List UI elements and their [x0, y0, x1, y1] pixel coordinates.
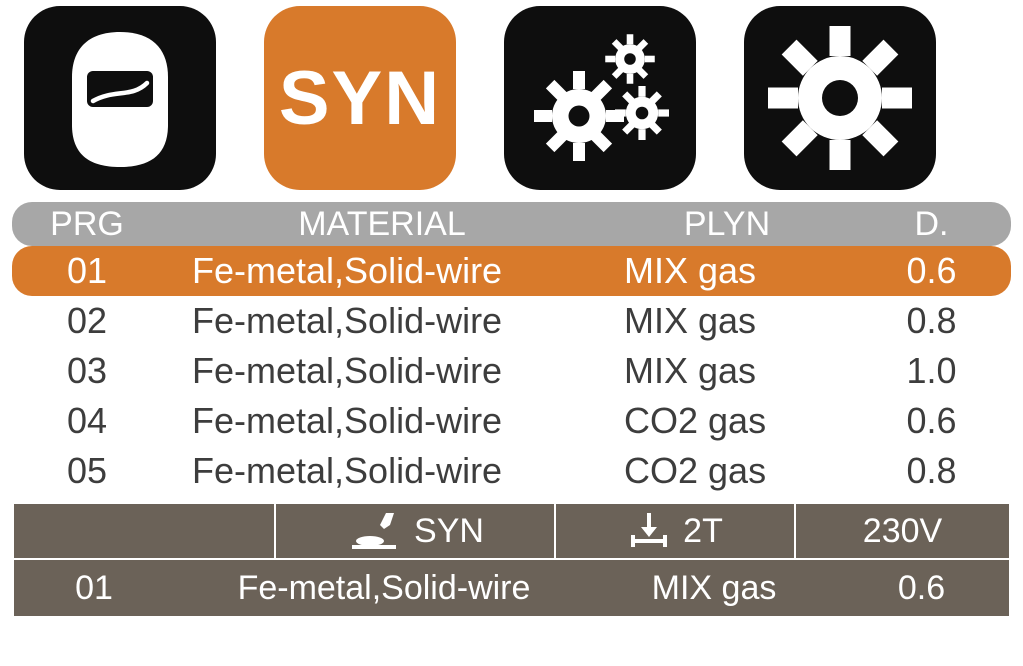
cell-material: Fe-metal,Solid-wire	[162, 250, 602, 292]
footer-mode[interactable]: SYN	[274, 504, 554, 558]
cell-prg: 03	[12, 350, 162, 392]
syn-mode-label: SYN	[279, 55, 441, 142]
footer-voltage-value: 230V	[863, 512, 942, 551]
footer-trigger-label: 2T	[683, 512, 723, 551]
table-row[interactable]: 02 Fe-metal,Solid-wire MIX gas 0.8	[12, 296, 1011, 346]
welding-helmet-icon	[45, 23, 195, 173]
table-header-row: PRG MATERIAL PLYN D.	[12, 202, 1011, 246]
program-table: PRG MATERIAL PLYN D. 01 Fe-metal,Solid-w…	[12, 202, 1011, 496]
table-row[interactable]: 04 Fe-metal,Solid-wire CO2 gas 0.6	[12, 396, 1011, 446]
footer-trigger[interactable]: 2T	[554, 504, 794, 558]
status-footer: SYN 2T 230V 01 Fe-meta	[12, 502, 1011, 618]
header-material: MATERIAL	[162, 205, 602, 244]
cell-gas: CO2 gas	[602, 450, 852, 492]
table-row[interactable]: 05 Fe-metal,Solid-wire CO2 gas 0.8	[12, 446, 1011, 496]
cell-gas: CO2 gas	[602, 400, 852, 442]
cell-material: Fe-metal,Solid-wire	[162, 350, 602, 392]
table-row[interactable]: 03 Fe-metal,Solid-wire MIX gas 1.0	[12, 346, 1011, 396]
cell-gas: MIX gas	[602, 350, 852, 392]
cell-material: Fe-metal,Solid-wire	[162, 400, 602, 442]
welding-ui-screen: SYN	[0, 0, 1023, 666]
weld-torch-icon	[346, 511, 402, 551]
cell-diameter: 0.8	[852, 300, 1011, 342]
header-prg: PRG	[12, 205, 162, 244]
cell-prg: 04	[12, 400, 162, 442]
cell-diameter: 0.6	[852, 250, 1011, 292]
nav-tile-settings[interactable]	[744, 6, 936, 190]
gears-cluster-icon	[525, 23, 675, 173]
top-nav: SYN	[12, 6, 1011, 194]
nav-tile-syn[interactable]: SYN	[264, 6, 456, 190]
nav-tile-programs[interactable]	[504, 6, 696, 190]
cell-prg: 01	[12, 250, 162, 292]
footer-row-status: SYN 2T 230V	[12, 502, 1011, 560]
cell-prg: 05	[12, 450, 162, 492]
cell-gas: MIX gas	[602, 300, 852, 342]
cell-diameter: 1.0	[852, 350, 1011, 392]
cell-material: Fe-metal,Solid-wire	[162, 300, 602, 342]
cell-prg: 02	[12, 300, 162, 342]
footer-sel-gas: MIX gas	[594, 560, 834, 616]
nav-tile-helmet[interactable]	[24, 6, 216, 190]
footer-sel-material: Fe-metal,Solid-wire	[174, 560, 594, 616]
header-diameter: D.	[852, 205, 1011, 244]
cell-diameter: 0.6	[852, 400, 1011, 442]
footer-sel-prg: 01	[14, 560, 174, 616]
table-row[interactable]: 01 Fe-metal,Solid-wire MIX gas 0.6	[12, 246, 1011, 296]
cell-material: Fe-metal,Solid-wire	[162, 450, 602, 492]
footer-row-selection: 01 Fe-metal,Solid-wire MIX gas 0.6	[12, 560, 1011, 618]
footer-sel-diameter: 0.6	[834, 560, 1009, 616]
cell-gas: MIX gas	[602, 250, 852, 292]
footer-blank	[14, 504, 274, 558]
cell-diameter: 0.8	[852, 450, 1011, 492]
gear-large-icon	[765, 23, 915, 173]
footer-mode-label: SYN	[414, 512, 484, 551]
trigger-down-icon	[627, 511, 671, 551]
footer-voltage: 230V	[794, 504, 1009, 558]
header-gas: PLYN	[602, 205, 852, 244]
